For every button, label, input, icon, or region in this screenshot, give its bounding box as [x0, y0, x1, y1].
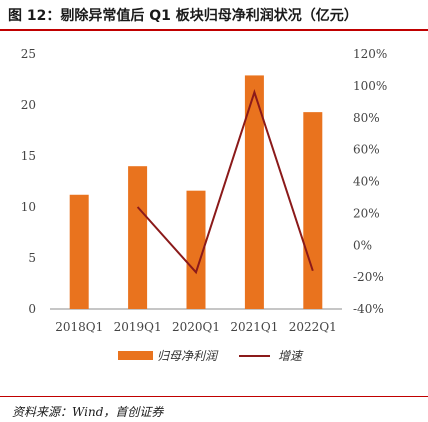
x-tick-label: 2021Q1	[230, 320, 278, 334]
legend-label-line: 增速	[278, 349, 304, 363]
y-right-tick-label: 40%	[353, 175, 380, 189]
y-right-tick-label: 80%	[353, 111, 380, 125]
chart-title: 图 12：剔除异常值后 Q1 板块归母净利润状况（亿元）	[8, 8, 358, 24]
top-rule	[0, 29, 428, 31]
bar	[303, 112, 323, 309]
source-note: 资料来源：Wind，首创证券	[12, 405, 164, 419]
x-tick-label: 2022Q1	[289, 320, 337, 334]
bar	[244, 75, 264, 309]
y-right-tick-label: 0%	[353, 238, 372, 252]
y-right-tick-label: -40%	[353, 302, 384, 316]
bar	[128, 166, 148, 309]
y-left-tick-label: 10	[21, 200, 36, 214]
y-right-tick-label: 20%	[353, 206, 380, 220]
growth-line	[136, 89, 314, 275]
bar	[186, 190, 206, 309]
legend-label-bar: 归母净利润	[157, 349, 219, 363]
y-right-tick-label: 100%	[353, 79, 387, 93]
x-tick-label: 2020Q1	[172, 320, 220, 334]
x-tick-label: 2018Q1	[55, 320, 103, 334]
y-left-tick-label: 5	[28, 251, 36, 265]
y-right-tick-label: -20%	[353, 270, 384, 284]
bottom-rule	[0, 396, 428, 397]
y-right-tick-label: 60%	[353, 143, 380, 157]
y-left-tick-label: 25	[21, 47, 36, 61]
y-left-tick-label: 0	[28, 302, 36, 316]
x-tick-label: 2019Q1	[114, 320, 162, 334]
bar	[69, 194, 89, 309]
plot-area: 0 5 10 15 20 25 -40% -20% 0% 20% 40% 60% 80% 100% 120%…	[21, 47, 388, 363]
y-left-tick-label: 20	[21, 98, 36, 112]
y-left-tick-label: 15	[21, 149, 36, 163]
y-right-tick-label: 120%	[353, 47, 387, 61]
legend-swatch-bar	[118, 351, 153, 360]
